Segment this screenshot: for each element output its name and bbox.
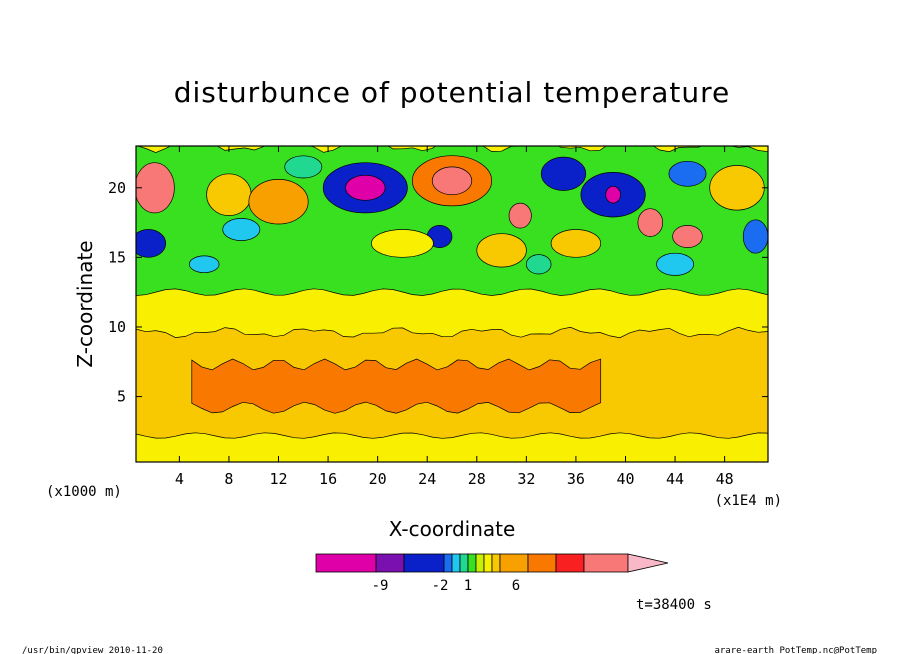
feature-blob-15 <box>742 219 768 254</box>
colorbar-label-2: 1 <box>464 578 472 594</box>
feature-blob-24 <box>668 160 707 187</box>
band-warm-core <box>191 358 602 414</box>
colorbar-swatch-3 <box>443 553 453 573</box>
footer-right: arare-earth_PotTemp.nc@PotTemp <box>714 646 877 654</box>
x-tick-label-5: 24 <box>418 470 436 488</box>
chart-title: disturbunce of potential temperature <box>174 76 731 109</box>
y-tick-label-0: 5 <box>117 388 126 406</box>
colorbar-swatch-13 <box>583 553 629 573</box>
y-tick-label-3: 20 <box>108 179 126 197</box>
feature-blob-22 <box>525 254 552 275</box>
x-tick-label-6: 28 <box>468 470 486 488</box>
feature-blob-14 <box>136 229 167 258</box>
colorbar-label-1: -2 <box>432 578 449 594</box>
feature-blob-13 <box>709 165 765 211</box>
feature-blob-19 <box>550 229 602 258</box>
x-tick-label-4: 20 <box>369 470 387 488</box>
x-tick-label-1: 8 <box>224 470 233 488</box>
x-tick-label-2: 12 <box>269 470 287 488</box>
feature-blob-18 <box>476 233 527 268</box>
colorbar-arrow <box>627 553 669 573</box>
y-axis-ticks: 5 10 15 20 <box>108 179 768 406</box>
feature-blob-25 <box>222 218 261 241</box>
x-tick-label-8: 36 <box>567 470 585 488</box>
feature-blob-20 <box>656 252 695 276</box>
colorbar-swatch-7 <box>475 553 485 573</box>
colorbar-label-3: 6 <box>512 578 520 594</box>
feature-blob-1 <box>206 173 252 216</box>
feature-blob-17 <box>371 229 434 258</box>
x-unit-label: (x1000 m) <box>46 484 122 500</box>
feature-blob-7 <box>508 202 532 229</box>
y-axis-label: Z-coordinate <box>73 240 97 367</box>
colorbar-swatch-8 <box>483 553 493 573</box>
footer-left: /usr/bin/gpview 2010-11-20 <box>22 646 163 654</box>
x-tick-label-11: 48 <box>716 470 734 488</box>
plot-frame <box>135 145 769 463</box>
colorbar-swatch-6 <box>467 553 477 573</box>
y-tick-label-1: 10 <box>108 318 126 336</box>
x-tick-label-7: 32 <box>517 470 535 488</box>
x-tick-label-10: 44 <box>666 470 684 488</box>
colorbar-swatch-11 <box>527 553 557 573</box>
colorbar-swatch-2 <box>403 553 445 573</box>
y-tick-label-2: 15 <box>108 248 126 266</box>
time-label: t=38400 s <box>636 597 712 613</box>
colorbar-label-0: -9 <box>372 578 389 594</box>
x-tick-label-3: 16 <box>319 470 337 488</box>
colorbar-swatch-0 <box>315 553 377 573</box>
colorbar-swatch-1 <box>375 553 405 573</box>
colorbar-swatch-5 <box>459 553 469 573</box>
feature-blob-21 <box>188 255 220 274</box>
colorbar-swatch-12 <box>555 553 585 573</box>
x-axis-label: X-coordinate <box>389 517 516 541</box>
feature-blob-8 <box>540 156 587 191</box>
plot-field <box>136 146 768 462</box>
x-tick-label-0: 4 <box>175 470 184 488</box>
colorbar: -9 -2 1 6 <box>315 553 669 594</box>
feature-blob-6 <box>431 166 473 196</box>
x-axis-ticks: 4 8 12 16 20 24 28 32 36 40 44 48 <box>175 146 734 488</box>
feature-blob-23 <box>284 155 323 179</box>
feature-blob-11 <box>637 208 664 237</box>
x-tick-label-9: 40 <box>616 470 634 488</box>
feature-blob-10 <box>605 185 621 204</box>
colorbar-swatch-4 <box>451 553 461 573</box>
feature-blob-0 <box>136 162 175 214</box>
colorbar-swatch-10 <box>499 553 529 573</box>
feature-blob-12 <box>672 225 703 248</box>
x-scale-label: (x1E4 m) <box>715 493 782 509</box>
feature-blob-4 <box>345 174 386 201</box>
colorbar-swatch-9 <box>491 553 501 573</box>
feature-blob-2 <box>248 179 309 225</box>
